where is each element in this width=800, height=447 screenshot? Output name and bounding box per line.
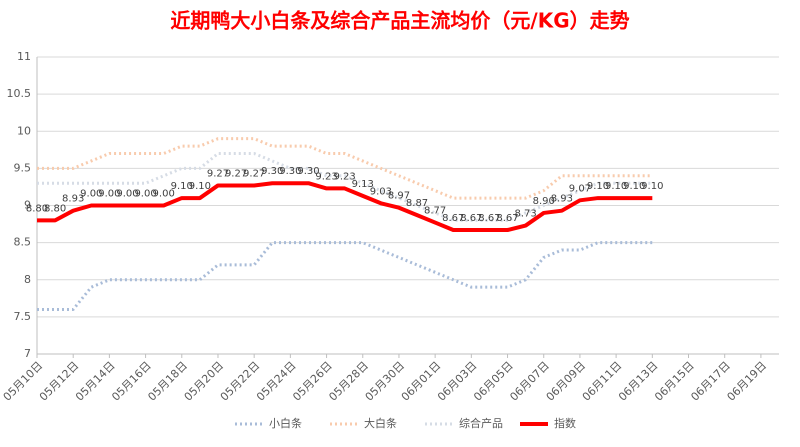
data-label: 8.67 xyxy=(478,213,500,224)
data-label: 8.90 xyxy=(533,196,555,207)
y-tick-label: 11 xyxy=(17,50,31,63)
data-label: 8.80 xyxy=(44,203,66,214)
data-label: 8.77 xyxy=(424,206,446,217)
data-label: 8.67 xyxy=(496,213,518,224)
data-label: 9.23 xyxy=(334,171,356,182)
data-label: 9.10 xyxy=(605,181,627,192)
data-label: 8.93 xyxy=(551,194,573,205)
data-label: 9.00 xyxy=(80,189,102,200)
data-label: 9.27 xyxy=(243,168,265,179)
data-label: 8.80 xyxy=(26,203,48,214)
data-label: 9.00 xyxy=(153,189,175,200)
y-tick-label: 9.5 xyxy=(14,161,32,174)
chart-title: 近期鸭大小白条及综合产品主流均价（元/KG）走势 xyxy=(170,9,629,33)
data-label: 8.93 xyxy=(62,194,84,205)
data-label: 8.87 xyxy=(406,198,428,209)
data-label: 9.27 xyxy=(207,168,229,179)
data-label: 9.10 xyxy=(623,181,645,192)
data-label: 9.13 xyxy=(352,179,374,190)
data-label: 9.10 xyxy=(587,181,609,192)
data-label: 9.30 xyxy=(297,166,319,177)
y-tick-label: 7 xyxy=(24,347,31,360)
series-line xyxy=(37,241,653,311)
data-label: 8.67 xyxy=(442,213,464,224)
series-line xyxy=(37,181,653,233)
legend-label: 小白条 xyxy=(269,416,302,430)
legend-label: 指数 xyxy=(554,416,576,430)
legend-label: 综合产品 xyxy=(459,416,503,430)
data-label: 9.27 xyxy=(225,168,247,179)
data-label: 9.30 xyxy=(261,166,283,177)
data-label: 9.10 xyxy=(641,181,663,192)
legend-label: 大白条 xyxy=(364,416,397,430)
data-label: 8.67 xyxy=(460,213,482,224)
series-line xyxy=(37,152,653,222)
data-label: 9.23 xyxy=(315,171,337,182)
data-label: 9.30 xyxy=(279,166,301,177)
data-label: 8.97 xyxy=(388,191,410,202)
data-label: 9.10 xyxy=(189,181,211,192)
data-label: 9.07 xyxy=(569,183,591,194)
y-tick-label: 7.5 xyxy=(14,310,32,323)
data-label: 9.03 xyxy=(370,186,392,197)
data-label: 8.73 xyxy=(515,209,537,220)
y-tick-label: 8.5 xyxy=(14,236,32,249)
data-label: 9.00 xyxy=(116,189,138,200)
data-label: 9.00 xyxy=(98,189,120,200)
data-label: 9.00 xyxy=(134,189,156,200)
y-tick-label: 9 xyxy=(24,199,31,212)
series-line xyxy=(37,137,653,200)
y-tick-label: 10 xyxy=(17,124,31,137)
data-label: 9.10 xyxy=(171,181,193,192)
y-tick-label: 10.5 xyxy=(7,87,32,100)
y-tick-label: 8 xyxy=(24,273,31,286)
